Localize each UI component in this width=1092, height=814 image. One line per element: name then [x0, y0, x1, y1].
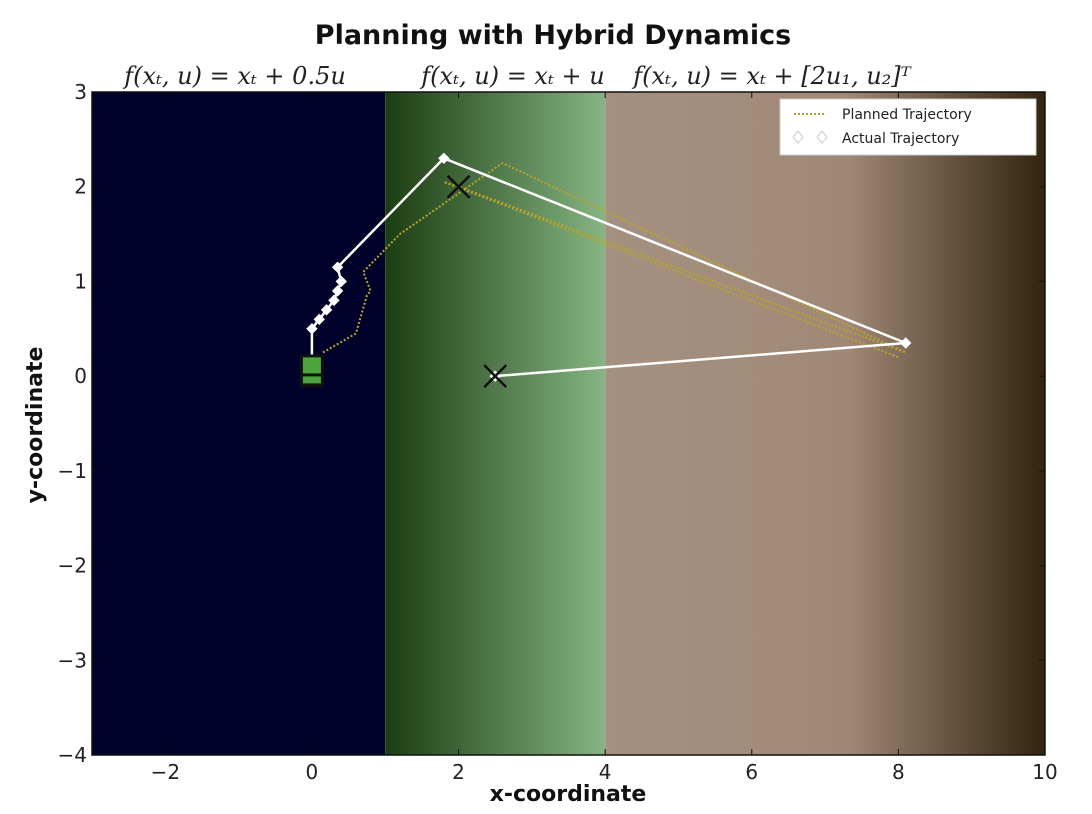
- trajectory-series: [306, 152, 912, 382]
- legend-planned-label: Planned Trajectory: [842, 107, 972, 123]
- region-label-1: f(xₜ, u) = xₜ + 0.5u: [122, 62, 346, 90]
- dynamics-regions: [92, 92, 1045, 755]
- region-3: [605, 92, 1045, 755]
- y-tick-label: −1: [58, 459, 87, 483]
- chart-title: Planning with Hybrid Dynamics: [315, 20, 791, 51]
- actual-trajectory-point: [335, 275, 347, 288]
- region-2: [385, 92, 606, 755]
- x-tick-label: 4: [599, 760, 612, 784]
- x-tick-label: 10: [1032, 760, 1057, 784]
- goal-marker-stroke: [446, 174, 471, 199]
- x-tick-label: −2: [151, 760, 180, 784]
- legend-actual-marker-1: [792, 130, 804, 144]
- legend-actual-marker-2: [816, 130, 828, 144]
- actual-trajectory-point: [320, 304, 333, 316]
- goal-marker-stroke: [483, 364, 508, 389]
- actual-trajectory-point: [306, 323, 318, 335]
- legend: Planned Trajectory Actual Trajectory: [779, 98, 1037, 156]
- legend-box: [779, 98, 1037, 156]
- region-label-3: f(xₜ, u) = xₜ + [2u₁, u₂]ᵀ: [631, 62, 911, 90]
- start-marker: [299, 354, 324, 388]
- planned-trajectory-line: [322, 162, 907, 359]
- actual-trajectory-point: [331, 261, 344, 273]
- plot-frame: [91, 91, 1046, 756]
- actual-trajectory-point: [900, 337, 912, 349]
- start-marker-top: [302, 357, 321, 374]
- y-tick-label: −4: [58, 743, 87, 767]
- x-axis-ticks: −2 0 2 4 6 8 10: [151, 92, 1058, 784]
- y-tick-label: 1: [74, 269, 87, 293]
- actual-trajectory-point: [313, 313, 325, 326]
- goal-marker-1: [446, 174, 471, 199]
- y-axis-label: y-coordinate: [23, 347, 48, 504]
- region-dynamics-labels: f(xₜ, u) = xₜ + 0.5u f(xₜ, u) = xₜ + u f(x…: [122, 62, 911, 90]
- x-tick-label: 2: [452, 760, 465, 784]
- region-label-2: f(xₜ, u) = xₜ + u: [419, 62, 604, 90]
- x-tick-label: 8: [892, 760, 905, 784]
- goal-marker-2: [483, 364, 508, 389]
- x-tick-label: 0: [306, 760, 319, 784]
- y-tick-label: 3: [74, 80, 87, 104]
- x-axis-label: x-coordinate: [490, 782, 647, 807]
- actual-trajectory-point: [328, 294, 340, 307]
- y-axis-ticks: −4 −3 −2 −1 0 1 2 3: [58, 80, 1045, 767]
- actual-trajectory-point: [438, 152, 450, 165]
- start-marker-bottom: [302, 376, 321, 384]
- actual-trajectory-point: [331, 285, 344, 297]
- legend-actual-label: Actual Trajectory: [842, 131, 959, 147]
- x-tick-label: 6: [745, 760, 758, 784]
- y-tick-label: −2: [58, 554, 87, 578]
- start-goal-markers: [299, 174, 508, 389]
- y-tick-label: −3: [58, 648, 87, 672]
- y-tick-label: 2: [74, 175, 87, 199]
- region-1: [92, 92, 386, 755]
- y-tick-label: 0: [74, 364, 87, 388]
